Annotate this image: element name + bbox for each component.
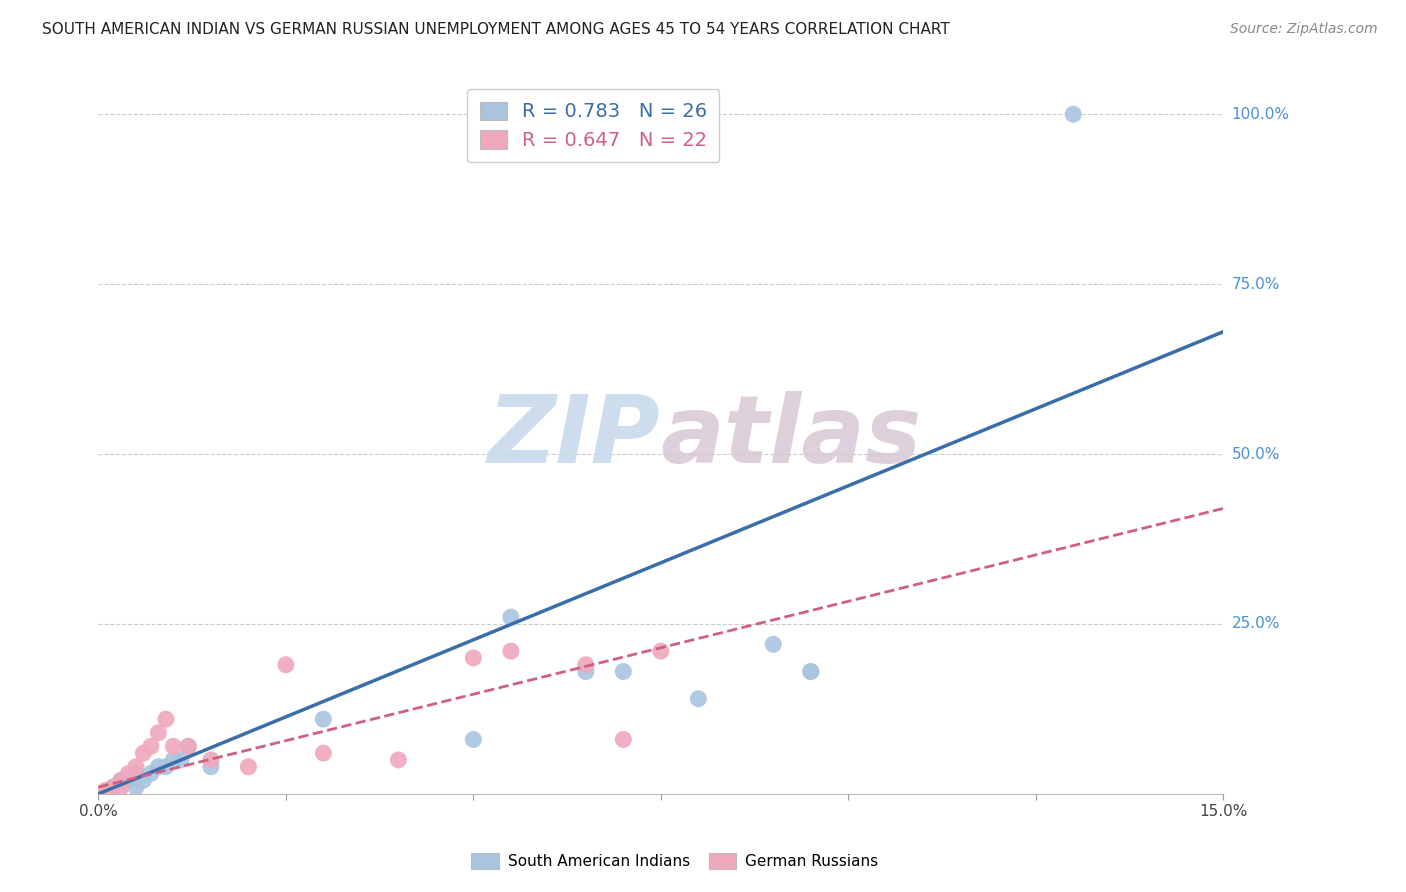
Point [612,732,634,747]
Legend: R = 0.783   N = 26, R = 0.647   N = 22: R = 0.783 N = 26, R = 0.647 N = 22 [467,89,720,162]
Point [463,732,485,747]
Point [103,780,125,794]
Point [110,773,132,788]
Point [155,712,177,726]
Point [650,644,672,658]
Text: SOUTH AMERICAN INDIAN VS GERMAN RUSSIAN UNEMPLOYMENT AMONG AGES 45 TO 54 YEARS C: SOUTH AMERICAN INDIAN VS GERMAN RUSSIAN … [42,22,950,37]
Point [155,760,177,774]
Point [94,783,117,797]
Text: 25.0%: 25.0% [1232,616,1279,632]
Point [132,746,155,760]
Point [274,657,297,672]
Point [200,753,222,767]
Point [177,739,200,754]
Text: ZIP: ZIP [488,391,661,483]
Point [103,783,125,797]
Point [312,746,335,760]
Point [162,753,184,767]
Point [499,644,522,658]
Point [110,780,132,794]
Point [139,766,162,780]
Point [575,665,598,679]
Point [125,760,148,774]
Text: 50.0%: 50.0% [1232,447,1279,461]
Point [1062,107,1084,121]
Point [94,783,117,797]
Point [575,657,598,672]
Point [499,610,522,624]
Point [312,712,335,726]
Point [132,773,155,788]
Point [110,773,132,788]
Point [688,691,710,706]
Point [612,665,634,679]
Point [762,637,785,651]
Point [148,725,170,739]
Point [162,739,184,754]
Point [463,651,485,665]
Point [170,753,193,767]
Point [139,739,162,754]
Point [238,760,260,774]
Point [117,773,139,788]
Point [125,780,148,794]
Text: Source: ZipAtlas.com: Source: ZipAtlas.com [1230,22,1378,37]
Legend: South American Indians, German Russians: South American Indians, German Russians [465,847,884,875]
Point [200,760,222,774]
Point [125,766,148,780]
Point [800,665,823,679]
Point [148,760,170,774]
Text: 75.0%: 75.0% [1232,277,1279,292]
Point [117,766,139,780]
Point [110,780,132,794]
Point [103,780,125,794]
Point [387,753,409,767]
Point [800,665,823,679]
Point [177,739,200,754]
Text: atlas: atlas [661,391,922,483]
Text: 100.0%: 100.0% [1232,107,1289,122]
